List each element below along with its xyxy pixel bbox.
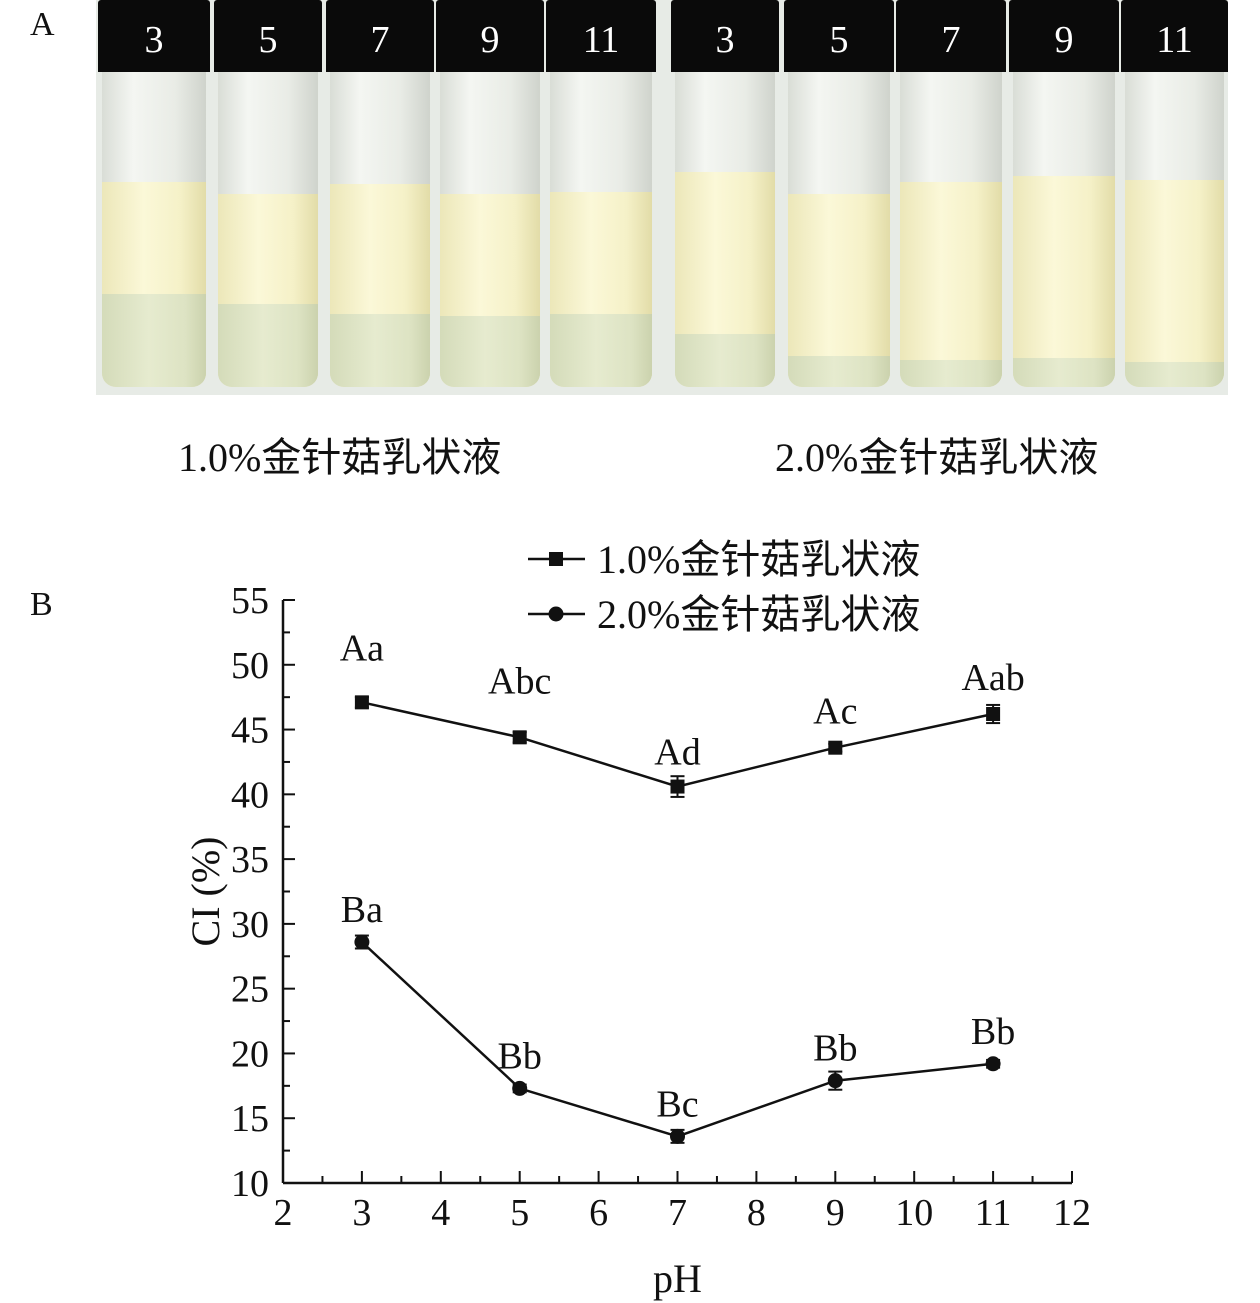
panel-a-label: A	[30, 6, 55, 43]
legend-marker-circle	[548, 606, 564, 622]
vial: 5	[784, 0, 894, 395]
vial-glass	[550, 72, 652, 387]
vial-glass	[1125, 72, 1224, 387]
serum-layer	[788, 356, 890, 387]
vial-cap-label: 3	[671, 0, 779, 72]
data-point-label: Ba	[341, 889, 383, 931]
vial-cap-label: 7	[896, 0, 1006, 72]
vial: 5	[214, 0, 322, 395]
y-tick-label: 25	[231, 969, 269, 1011]
x-tick-label: 7	[668, 1192, 687, 1234]
x-axis-label: pH	[653, 1256, 702, 1301]
data-point-square	[986, 707, 1001, 722]
data-point-label: Aa	[340, 627, 384, 669]
legend-entry-label: 2.0%金针菇乳状液	[597, 592, 920, 637]
data-point-label: Bb	[971, 1011, 1015, 1053]
serum-layer	[900, 360, 1002, 387]
cream-layer	[1013, 176, 1115, 387]
data-point-label: Aab	[961, 657, 1024, 699]
y-tick-label: 10	[231, 1163, 269, 1205]
cream-layer	[1125, 180, 1224, 387]
serum-layer	[330, 314, 430, 387]
data-point-square	[354, 695, 369, 710]
data-point-circle	[985, 1056, 1001, 1072]
vial-cap-label: 3	[98, 0, 210, 72]
vial: 9	[1009, 0, 1119, 395]
data-point-circle	[512, 1080, 528, 1096]
vial-cap-label: 5	[784, 0, 894, 72]
vial-glass	[900, 72, 1002, 387]
x-tick-label: 4	[431, 1192, 450, 1234]
series-line	[361, 701, 994, 788]
caption-2-0-percent: 2.0%金针菇乳状液	[775, 435, 1099, 480]
x-tick-label: 8	[747, 1192, 766, 1234]
vial-cap-label: 9	[436, 0, 544, 72]
vial-cap-label: 9	[1009, 0, 1119, 72]
vial-glass	[102, 72, 206, 387]
data-point-square	[512, 730, 527, 745]
y-tick-label: 40	[231, 774, 269, 816]
y-tick-label: 35	[231, 839, 269, 881]
y-tick-label: 15	[231, 1098, 269, 1140]
y-tick-label: 20	[231, 1033, 269, 1075]
cream-layer	[788, 194, 890, 387]
y-tick-label: 30	[231, 904, 269, 946]
serum-layer	[675, 334, 775, 387]
vial-cap-label: 7	[326, 0, 434, 72]
x-tick-label: 11	[975, 1192, 1012, 1234]
x-tick-label: 5	[510, 1192, 529, 1234]
data-point-circle	[827, 1073, 843, 1089]
vial-cap-label: 5	[214, 0, 322, 72]
vial-cap-label: 11	[1121, 0, 1228, 72]
data-point-label: Bc	[656, 1083, 698, 1125]
data-point-square	[670, 779, 685, 794]
vial: 7	[326, 0, 434, 395]
vial: 11	[546, 0, 656, 395]
serum-layer	[440, 316, 540, 387]
vial: 9	[436, 0, 544, 395]
emulsion-vials-photo: 3 5 7 9 11 3 5 7 9 11	[96, 0, 1228, 395]
data-point-label: Abc	[488, 660, 551, 702]
y-tick-label: 50	[231, 645, 269, 687]
vial-glass	[440, 72, 540, 387]
serum-layer	[1013, 358, 1115, 387]
vial: 7	[896, 0, 1006, 395]
serum-layer	[550, 314, 652, 387]
vial: 11	[1121, 0, 1228, 395]
y-axis-label: CI (%)	[183, 837, 228, 947]
x-tick-label: 3	[352, 1192, 371, 1234]
legend-entry-label: 1.0%金针菇乳状液	[597, 537, 920, 582]
cream-layer	[900, 182, 1002, 387]
vial-cap-label: 11	[546, 0, 656, 72]
series-line	[361, 941, 994, 1138]
serum-layer	[218, 304, 318, 387]
x-tick-label: 12	[1053, 1192, 1091, 1234]
caption-1-0-percent: 1.0%金针菇乳状液	[178, 435, 502, 480]
vial-glass	[330, 72, 430, 387]
legend-marker-square	[549, 552, 563, 566]
serum-layer	[102, 294, 206, 387]
vial-glass	[675, 72, 775, 387]
panel-b-label: B	[30, 586, 53, 623]
y-tick-label: 55	[231, 580, 269, 622]
serum-layer	[1125, 362, 1224, 387]
data-point-circle	[670, 1128, 685, 1144]
data-point-label: Bb	[813, 1028, 857, 1070]
vial-glass	[788, 72, 890, 387]
x-tick-label: 9	[826, 1192, 845, 1234]
x-tick-label: 10	[895, 1192, 933, 1234]
vial-glass	[1013, 72, 1115, 387]
vial: 3	[671, 0, 779, 395]
data-point-label: Bb	[498, 1035, 542, 1077]
vial-glass	[218, 72, 318, 387]
x-tick-label: 2	[274, 1192, 293, 1234]
data-point-square	[828, 740, 843, 755]
data-point-circle	[354, 934, 370, 950]
data-point-label: Ad	[654, 732, 700, 774]
vial: 3	[98, 0, 210, 395]
data-point-label: Ac	[813, 691, 857, 733]
x-tick-label: 6	[589, 1192, 608, 1234]
y-tick-label: 45	[231, 710, 269, 752]
